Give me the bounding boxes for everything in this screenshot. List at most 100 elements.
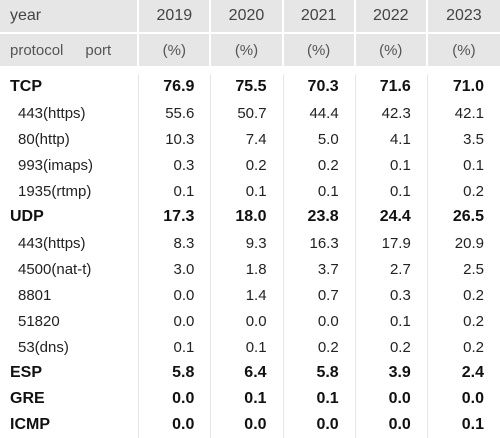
row-label: ESP xyxy=(0,360,140,386)
cell-value: 26.5 xyxy=(452,208,484,225)
table-row-udp: UDP 17.3 18.0 23.8 24.4 26.5 xyxy=(0,204,500,230)
cell-value: 8.3 xyxy=(139,230,212,256)
cell-value: 0.2 xyxy=(463,312,484,330)
row-label: 993(imaps) xyxy=(0,152,140,178)
cell-value: 0.2 xyxy=(211,152,284,178)
year-header-2022: 2022 xyxy=(355,0,428,34)
port-header-label: port xyxy=(85,41,112,59)
year-header-2020: 2020 xyxy=(211,0,284,34)
cell-value: 24.4 xyxy=(356,204,428,230)
cell-value: 18.0 xyxy=(211,204,284,230)
cell-value: 0.0 xyxy=(356,386,428,412)
cell-value: 0.0 xyxy=(284,412,356,438)
cell-value: 0.1 xyxy=(139,178,212,204)
cell-value: 0.2 xyxy=(463,182,484,200)
cell-value: 0.0 xyxy=(139,308,212,334)
cell-value: 3.5 xyxy=(463,130,484,148)
protocol-header-label: protocol xyxy=(10,41,64,59)
cell-value: 76.9 xyxy=(139,74,212,100)
cell-value: 0.3 xyxy=(139,152,212,178)
cell-value: 0.1 xyxy=(284,386,356,412)
row-label: 8801 xyxy=(0,282,140,308)
cell-value: 0.0 xyxy=(139,282,212,308)
table-row-gre: GRE 0.0 0.1 0.1 0.0 0.0 xyxy=(0,386,500,412)
year-header-2019: 2019 xyxy=(139,0,212,34)
cell-value: 5.8 xyxy=(284,360,356,386)
cell-value: 0.0 xyxy=(139,412,212,438)
cell-value: 1.4 xyxy=(211,282,284,308)
cell-value: 42.1 xyxy=(454,104,484,122)
cell-value: 2.5 xyxy=(463,260,484,278)
cell-value: 2.7 xyxy=(356,256,428,282)
cell-value: 5.0 xyxy=(284,126,356,152)
cell-value: 0.1 xyxy=(463,156,484,174)
unit-header: (%) xyxy=(211,34,284,68)
cell-value: 9.3 xyxy=(211,230,284,256)
cell-value: 2.4 xyxy=(461,364,484,381)
table-row: 4500(nat-t) 3.0 1.8 3.7 2.7 2.5 xyxy=(0,256,500,282)
unit-header: (%) xyxy=(355,34,428,68)
cell-value: 0.1 xyxy=(211,386,284,412)
row-label: GRE xyxy=(0,386,140,412)
cell-value: 0.0 xyxy=(211,308,284,334)
cell-value: 3.0 xyxy=(139,256,212,282)
row-label: 443(https) xyxy=(0,230,140,256)
cell-value: 0.0 xyxy=(461,390,484,407)
header-row-years: year 2019 2020 2021 2022 2023 xyxy=(0,0,500,34)
row-label: TCP xyxy=(0,74,140,100)
row-label: 4500(nat-t) xyxy=(0,256,140,282)
table-row: 443(https) 8.3 9.3 16.3 17.9 20.9 xyxy=(0,230,500,256)
cell-value: 0.1 xyxy=(356,178,428,204)
cell-value: 0.1 xyxy=(284,178,356,204)
cell-value: 5.8 xyxy=(139,360,212,386)
cell-value: 23.8 xyxy=(284,204,356,230)
cell-value: 16.3 xyxy=(284,230,356,256)
cell-value: 17.9 xyxy=(356,230,428,256)
row-label: 1935(rtmp) xyxy=(0,178,140,204)
row-label: 443(https) xyxy=(0,100,140,126)
unit-header: (%) xyxy=(139,34,212,68)
cell-value: 75.5 xyxy=(211,74,284,100)
cell-value: 7.4 xyxy=(211,126,284,152)
protocol-port-header: protocol port xyxy=(0,34,140,68)
cell-value: 0.2 xyxy=(356,334,428,360)
cell-value: 44.4 xyxy=(284,100,356,126)
cell-value: 71.0 xyxy=(452,78,484,95)
cell-value: 17.3 xyxy=(139,204,212,230)
row-label: 53(dns) xyxy=(0,334,140,360)
cell-value: 4.1 xyxy=(356,126,428,152)
table-row-icmp: ICMP 0.0 0.0 0.0 0.0 0.1 xyxy=(0,412,500,438)
cell-value: 0.1 xyxy=(461,416,484,433)
cell-value: 0.7 xyxy=(284,282,356,308)
cell-value: 0.1 xyxy=(356,152,428,178)
cell-value: 0.0 xyxy=(139,386,212,412)
table-row: 51820 0.0 0.0 0.0 0.1 0.2 xyxy=(0,308,500,334)
cell-value: 20.9 xyxy=(454,234,484,252)
cell-value: 0.1 xyxy=(356,308,428,334)
table-row-esp: ESP 5.8 6.4 5.8 3.9 2.4 xyxy=(0,360,500,386)
row-label: 51820 xyxy=(0,308,140,334)
cell-value: 0.0 xyxy=(356,412,428,438)
row-label: ICMP xyxy=(0,412,140,438)
cell-value: 1.8 xyxy=(211,256,284,282)
header-spacer xyxy=(0,68,500,74)
table-row: 8801 0.0 1.4 0.7 0.3 0.2 xyxy=(0,282,500,308)
table-row: 443(https) 55.6 50.7 44.4 42.3 42.1 xyxy=(0,100,500,126)
cell-value: 50.7 xyxy=(211,100,284,126)
cell-value: 0.0 xyxy=(211,412,284,438)
cell-value: 42.3 xyxy=(356,100,428,126)
year-header-label: year xyxy=(0,0,140,34)
unit-header: (%) xyxy=(283,34,356,68)
cell-value: 55.6 xyxy=(139,100,212,126)
row-label: 80(http) xyxy=(0,126,140,152)
table-row-tcp: TCP 76.9 75.5 70.3 71.6 71.0 xyxy=(0,74,500,100)
cell-value: 71.6 xyxy=(356,74,428,100)
cell-value: 0.0 xyxy=(284,308,356,334)
table-row: 1935(rtmp) 0.1 0.1 0.1 0.1 0.2 xyxy=(0,178,500,204)
cell-value: 3.9 xyxy=(356,360,428,386)
cell-value: 10.3 xyxy=(139,126,212,152)
table-row: 80(http) 10.3 7.4 5.0 4.1 3.5 xyxy=(0,126,500,152)
cell-value: 0.1 xyxy=(139,334,212,360)
header-row-units: protocol port (%) (%) (%) (%) (%) xyxy=(0,34,500,68)
